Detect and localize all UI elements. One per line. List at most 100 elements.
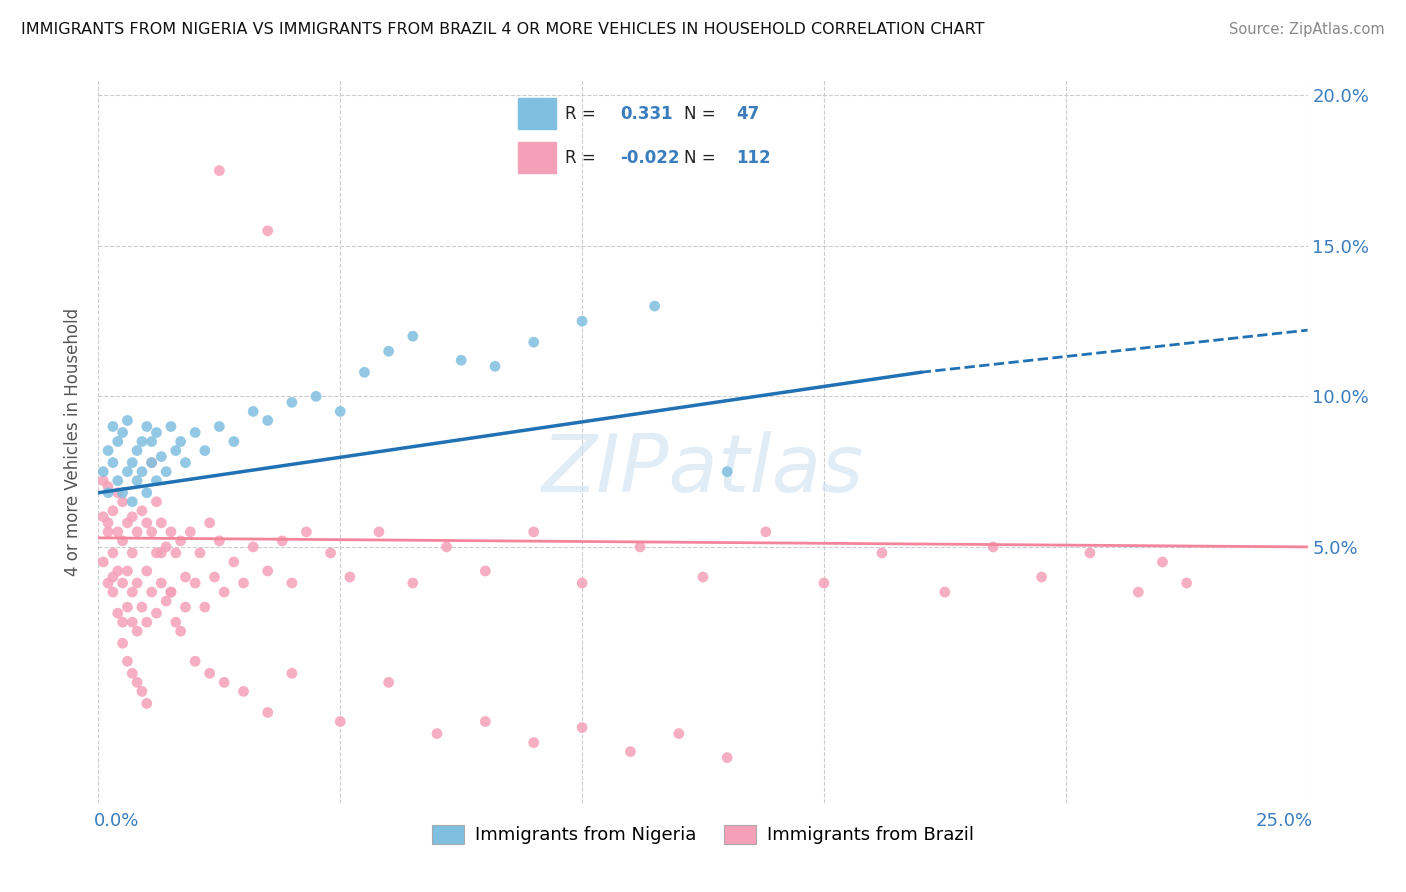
Point xyxy=(135,419,157,434)
Point xyxy=(179,524,201,539)
Point xyxy=(111,615,134,630)
Point xyxy=(232,576,254,591)
Point xyxy=(121,494,143,508)
Y-axis label: 4 or more Vehicles in Household: 4 or more Vehicles in Household xyxy=(65,308,83,575)
Point xyxy=(97,524,120,539)
Point xyxy=(204,570,226,584)
Point xyxy=(402,329,425,343)
Point xyxy=(256,564,278,578)
Point xyxy=(198,516,221,530)
Point xyxy=(150,546,173,560)
Point xyxy=(169,533,191,548)
Point xyxy=(127,443,149,458)
Point xyxy=(184,654,207,668)
Point xyxy=(222,555,245,569)
Point xyxy=(194,443,217,458)
Text: IMMIGRANTS FROM NIGERIA VS IMMIGRANTS FROM BRAZIL 4 OR MORE VEHICLES IN HOUSEHOL: IMMIGRANTS FROM NIGERIA VS IMMIGRANTS FR… xyxy=(21,22,984,37)
Point xyxy=(242,540,264,554)
Point xyxy=(523,335,546,350)
Legend: Immigrants from Nigeria, Immigrants from Brazil: Immigrants from Nigeria, Immigrants from… xyxy=(425,818,981,852)
Point xyxy=(619,745,641,759)
Point xyxy=(484,359,506,374)
Point xyxy=(1078,546,1101,560)
Point xyxy=(870,546,893,560)
Point xyxy=(127,474,149,488)
Point xyxy=(305,389,328,403)
Point xyxy=(150,576,173,591)
Point xyxy=(813,576,835,591)
Point xyxy=(107,564,129,578)
Point xyxy=(101,504,124,518)
Point xyxy=(91,465,114,479)
Point xyxy=(368,524,391,539)
Point xyxy=(91,555,114,569)
Point xyxy=(97,516,120,530)
Point xyxy=(107,606,129,620)
Point xyxy=(117,465,139,479)
Point xyxy=(145,474,167,488)
Point xyxy=(474,564,496,578)
Point xyxy=(208,533,231,548)
Point xyxy=(117,516,139,530)
Point xyxy=(155,465,177,479)
Point xyxy=(160,585,183,599)
Point xyxy=(1031,570,1053,584)
Point xyxy=(628,540,651,554)
Point xyxy=(934,585,956,599)
Point xyxy=(111,576,134,591)
Point xyxy=(111,636,134,650)
Point xyxy=(121,509,143,524)
Point xyxy=(474,714,496,729)
Point xyxy=(117,600,139,615)
Point xyxy=(571,576,593,591)
Point xyxy=(212,675,235,690)
Point xyxy=(141,585,163,599)
Point xyxy=(127,624,149,639)
Point xyxy=(644,299,666,313)
Point xyxy=(169,434,191,449)
Point xyxy=(121,666,143,681)
Point xyxy=(145,494,167,508)
Point xyxy=(426,726,449,740)
Point xyxy=(523,735,546,749)
Point xyxy=(281,395,304,409)
Point xyxy=(174,456,197,470)
Point xyxy=(135,564,157,578)
Point xyxy=(121,615,143,630)
Point xyxy=(339,570,361,584)
Point xyxy=(165,443,187,458)
Point xyxy=(1152,555,1174,569)
Point xyxy=(329,714,352,729)
Point xyxy=(127,576,149,591)
Point xyxy=(377,344,399,359)
Point xyxy=(256,706,278,720)
Point xyxy=(91,509,114,524)
Point xyxy=(107,474,129,488)
Point xyxy=(141,456,163,470)
Point xyxy=(981,540,1004,554)
Point xyxy=(101,570,124,584)
Text: Source: ZipAtlas.com: Source: ZipAtlas.com xyxy=(1229,22,1385,37)
Point xyxy=(117,413,139,427)
Point xyxy=(160,419,183,434)
Point xyxy=(131,465,153,479)
Point xyxy=(716,750,738,764)
Point xyxy=(242,404,264,418)
Point xyxy=(281,666,304,681)
Point xyxy=(97,480,120,494)
Point xyxy=(141,456,163,470)
Point xyxy=(1128,585,1150,599)
Point xyxy=(165,546,187,560)
Point xyxy=(329,404,352,418)
Point xyxy=(450,353,472,368)
Point xyxy=(131,684,153,698)
Point xyxy=(135,516,157,530)
Point xyxy=(174,570,197,584)
Point xyxy=(402,576,425,591)
Point xyxy=(101,585,124,599)
Point xyxy=(208,419,231,434)
Point xyxy=(150,516,173,530)
Point xyxy=(107,434,129,449)
Point xyxy=(716,465,738,479)
Point xyxy=(97,443,120,458)
